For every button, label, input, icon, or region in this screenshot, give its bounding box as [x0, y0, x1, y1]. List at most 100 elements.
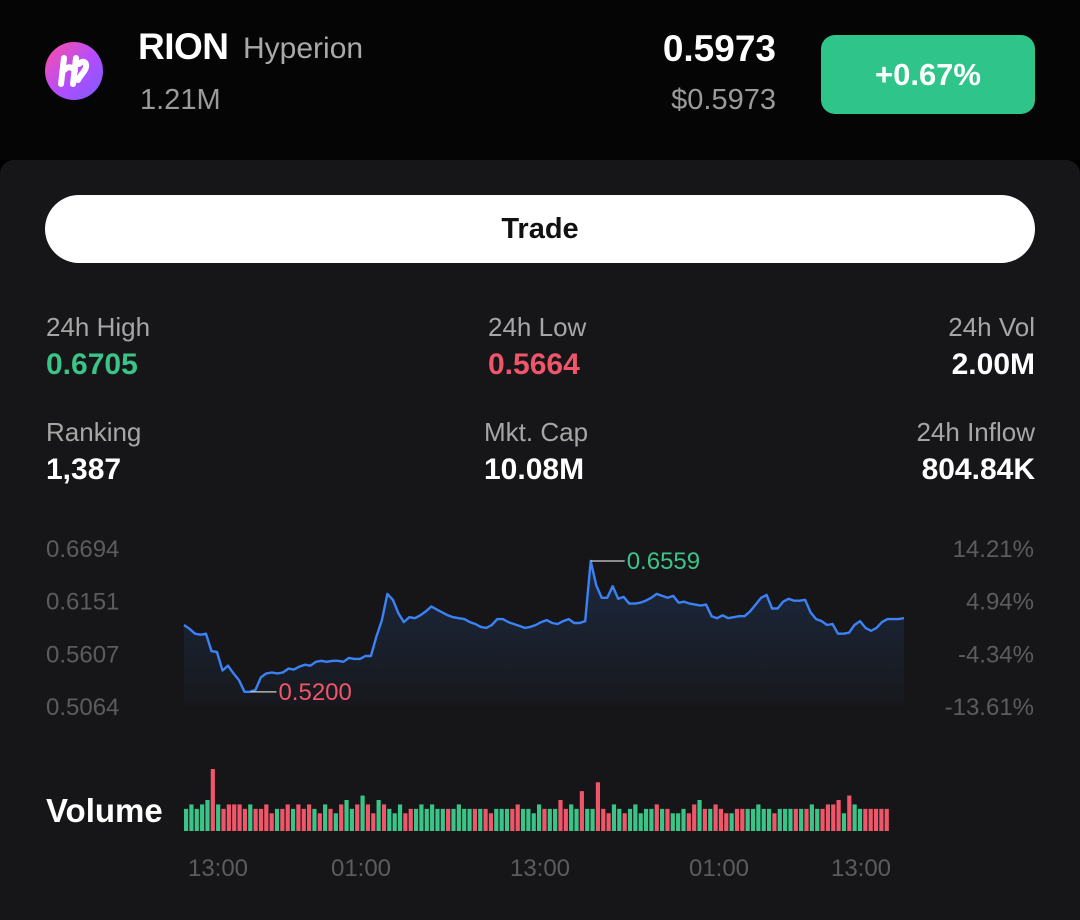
y-tick-label: 0.5064: [46, 694, 119, 721]
volume-bar: [884, 808, 889, 831]
volume-bar: [734, 808, 740, 831]
volume-bar: [392, 813, 397, 831]
volume-bar: [483, 808, 488, 831]
volume-bar: [553, 808, 558, 831]
volume-bar: [504, 808, 510, 831]
volume-bar: [467, 808, 472, 831]
token-price-usd: $0.5973: [671, 84, 776, 116]
volume-bar: [718, 808, 724, 831]
volume-bar: [569, 804, 574, 831]
volume-bar: [456, 804, 461, 831]
volume-bar: [531, 813, 536, 831]
volume-bar: [413, 808, 419, 831]
volume-bar: [595, 782, 601, 831]
volume-bar: [242, 808, 248, 831]
volume-bar: [226, 804, 231, 831]
price-area: [184, 561, 904, 706]
pct-tick-label: 14.21%: [953, 536, 1034, 563]
volume-bar: [381, 804, 387, 831]
token-detail-panel: Trade 24h High 0.6705 24h Low 0.5664 24h…: [0, 160, 1080, 920]
price-chart[interactable]: 0.6694 0.6151 0.5607 0.5064 14.21% 4.94% -4.34…: [0, 160, 1080, 920]
volume-bar: [841, 813, 847, 831]
token-name: Hyperion: [243, 32, 364, 65]
volume-bar: [333, 813, 338, 831]
stat-mktcap-value: 10.08M: [484, 453, 585, 486]
volume-bar: [478, 808, 483, 831]
volume-bar: [280, 808, 285, 831]
y-tick-label: 0.5607: [46, 641, 119, 668]
volume-bar: [424, 808, 429, 831]
volume-bar: [627, 808, 633, 831]
volume-bar: [526, 808, 531, 831]
token-volume: 1.21M: [140, 84, 221, 116]
volume-bar: [820, 808, 825, 831]
volume-bar: [617, 808, 622, 831]
volume-bar: [269, 813, 274, 831]
volume-bar: [205, 800, 210, 831]
stat-high-label: 24h High: [46, 312, 151, 342]
pct-tick-label: -4.34%: [958, 641, 1034, 668]
volume-bar: [285, 804, 290, 831]
volume-bar: [462, 808, 467, 831]
volume-bar: [542, 808, 547, 831]
volume-bar: [537, 804, 542, 831]
volume-bar: [788, 808, 793, 831]
volume-bar: [232, 804, 237, 831]
volume-bar: [360, 795, 365, 831]
volume-bar: [825, 804, 830, 831]
volume-bar: [264, 804, 269, 831]
volume-bar: [547, 808, 552, 831]
volume-bar: [590, 808, 595, 831]
stat-inflow-label: 24h Inflow: [916, 417, 1035, 447]
token-symbol: RION: [138, 26, 229, 67]
volume-bar: [499, 808, 504, 831]
volume-bar: [611, 804, 617, 831]
volume-bar: [574, 808, 579, 831]
volume-bar: [713, 804, 718, 831]
volume-bar: [638, 813, 643, 831]
stat-vol-value: 2.00M: [951, 348, 1035, 381]
volume-bar: [643, 808, 649, 831]
volume-bar: [750, 808, 756, 831]
volume-bar: [879, 808, 884, 831]
volume-bar: [520, 808, 526, 831]
volume-bar: [258, 808, 264, 831]
volume-bar: [371, 813, 376, 831]
volume-bar: [766, 808, 772, 831]
x-tick-label: 01:00: [689, 855, 749, 882]
x-tick-label: 13:00: [188, 855, 248, 882]
volume-label: Volume: [46, 792, 163, 829]
volume-bar: [654, 804, 659, 831]
volume-bar: [622, 813, 627, 831]
volume-bar: [777, 808, 782, 831]
stat-ranking-value: 1,387: [46, 453, 122, 486]
volume-bar: [702, 808, 707, 831]
trade-button[interactable]: Trade: [45, 195, 1035, 263]
volume-bar: [451, 808, 456, 831]
volume-bar: [697, 800, 702, 831]
volume-bar: [430, 804, 435, 831]
volume-bar: [681, 808, 686, 831]
pct-tick-label: 4.94%: [966, 589, 1034, 616]
volume-bar: [740, 808, 745, 831]
volume-bar: [815, 808, 820, 831]
price-change-badge[interactable]: +0.67%: [821, 35, 1035, 114]
volume-bar: [847, 795, 852, 831]
volume-bar: [558, 800, 563, 831]
volume-bar: [339, 804, 344, 831]
x-tick-label: 01:00: [331, 855, 391, 882]
volume-bar: [274, 808, 280, 831]
token-price: 0.5973: [662, 28, 776, 69]
volume-bar: [184, 808, 189, 831]
volume-bar: [419, 804, 424, 831]
volume-bar: [312, 808, 317, 831]
volume-bar: [756, 804, 761, 831]
stat-low-label: 24h Low: [488, 312, 587, 342]
volume-bar: [253, 808, 258, 831]
volume-bar: [365, 804, 371, 831]
volume-bar: [857, 808, 863, 831]
stat-low-value: 0.5664: [488, 348, 580, 381]
volume-bar: [515, 804, 520, 831]
volume-bar: [317, 813, 322, 831]
min-price-annotation: 0.5200: [278, 679, 351, 706]
